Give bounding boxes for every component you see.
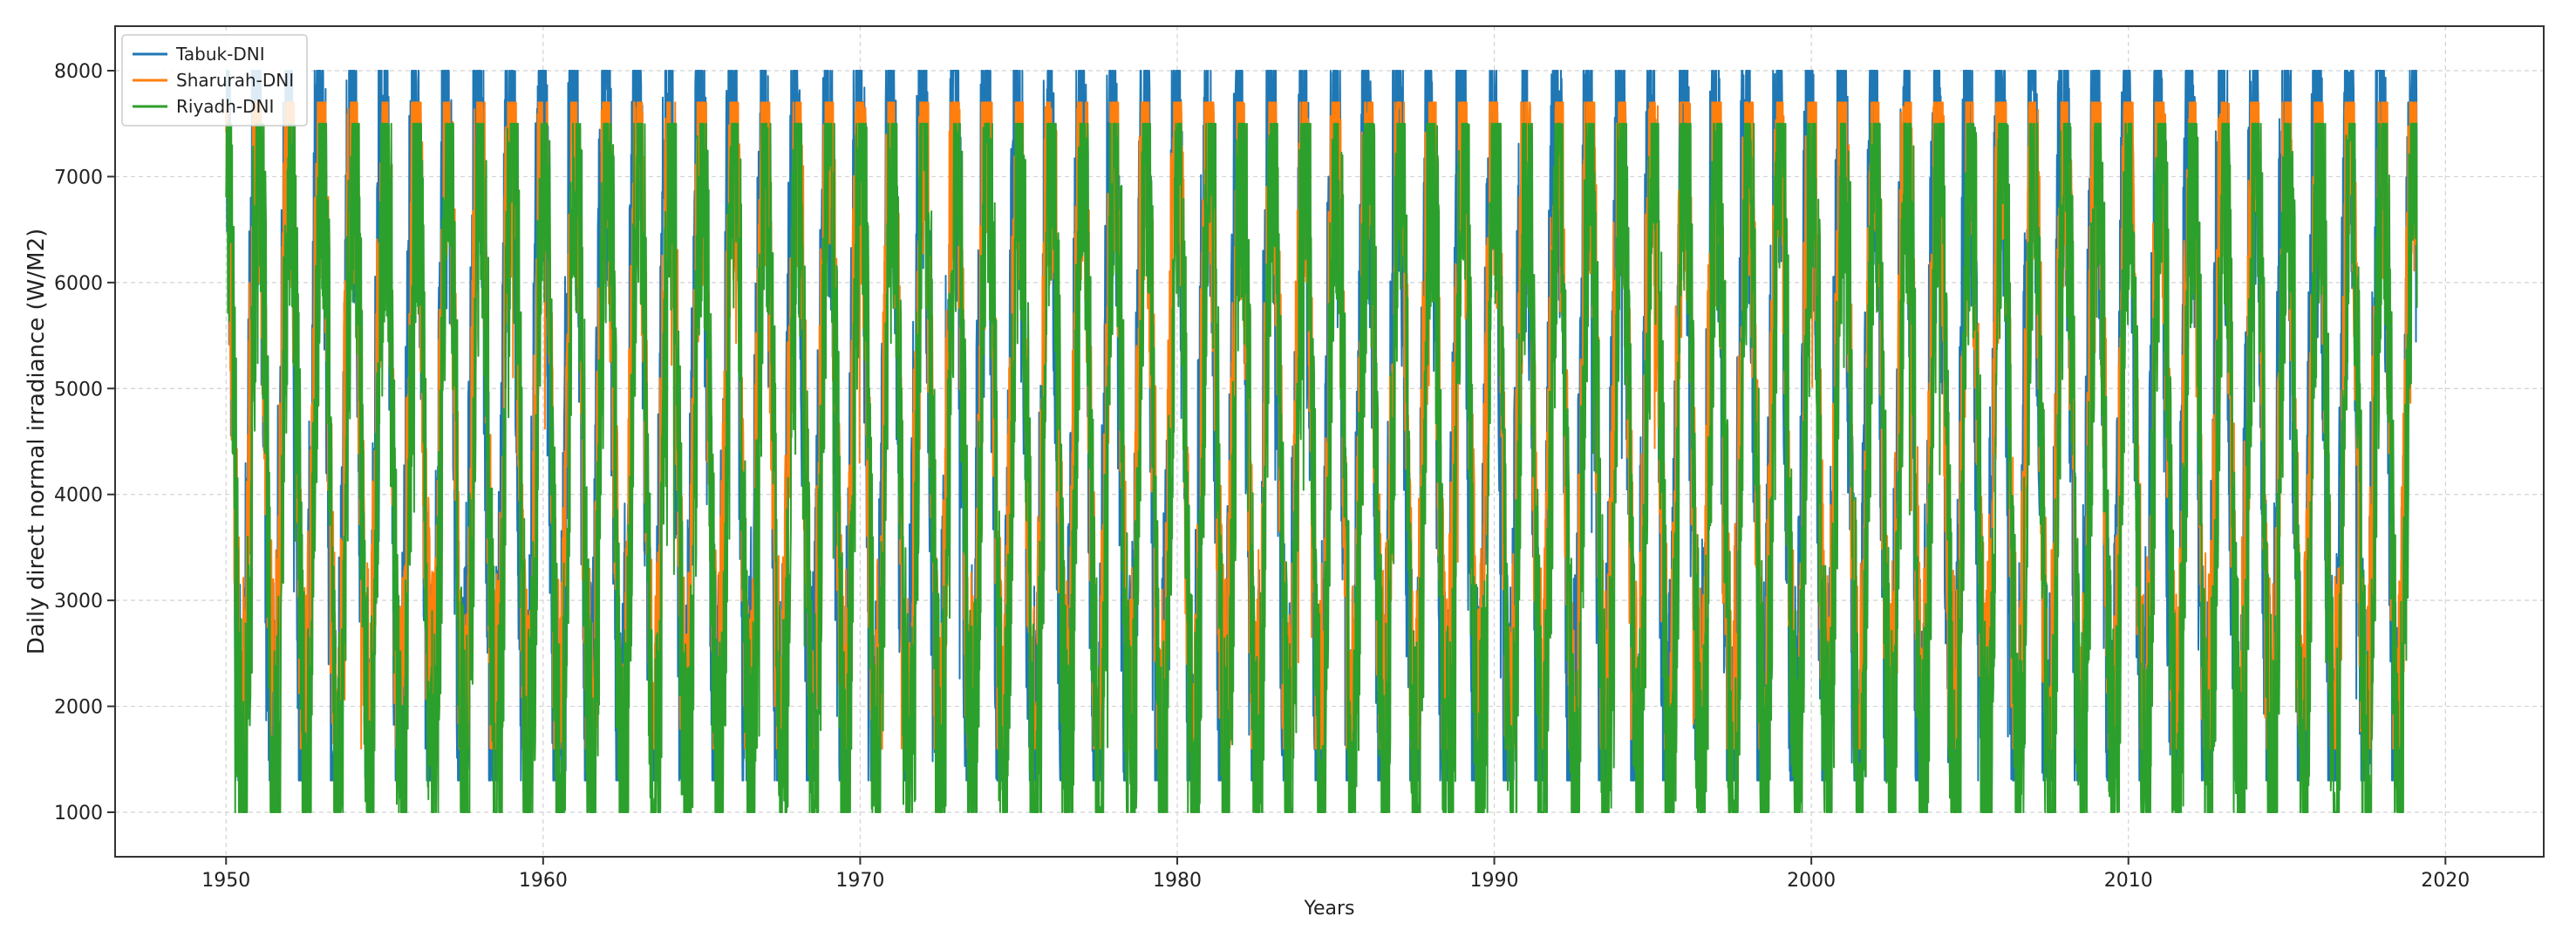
legend-label: Tabuk-DNI	[175, 44, 265, 65]
y-tick-label: 2000	[54, 697, 103, 719]
y-axis-label: Daily direct normal irradiance (W/M2)	[24, 229, 50, 655]
x-tick-label: 1990	[1470, 870, 1519, 892]
y-axis: 1000 2000 3000 4000 5000 6000 7000 8000	[54, 61, 115, 824]
series-layer	[225, 70, 2418, 813]
legend-box	[121, 34, 308, 127]
y-tick-label: 6000	[54, 273, 103, 295]
x-tick-label: 1970	[835, 870, 884, 892]
y-tick-label: 3000	[54, 591, 103, 612]
x-tick-label: 2000	[1787, 870, 1836, 892]
x-tick-label: 1960	[519, 870, 568, 892]
plot-frame	[114, 25, 2545, 858]
x-tick-label: 2010	[2104, 870, 2153, 892]
y-tick-label: 7000	[54, 167, 103, 188]
y-tick-label: 8000	[54, 61, 103, 83]
legend-label: Sharurah-DNI	[176, 70, 294, 91]
legend: Tabuk-DNI Sharurah-DNI Riyadh-DNI	[121, 34, 308, 127]
y-tick-label: 1000	[54, 803, 103, 824]
y-tick-label: 5000	[54, 379, 103, 400]
x-axis: 1950 1960 1970 1980 1990 2000 2010 2020	[201, 857, 2470, 892]
x-tick-label: 1980	[1153, 870, 1202, 892]
y-tick-label: 4000	[54, 485, 103, 507]
x-tick-label: 2020	[2421, 870, 2470, 892]
x-tick-label: 1950	[201, 870, 250, 892]
x-axis-label: Years	[1303, 898, 1354, 920]
legend-label: Riyadh-DNI	[176, 96, 274, 117]
series-line-riyadh-dni	[225, 122, 2418, 813]
grid-lines	[115, 26, 2544, 857]
